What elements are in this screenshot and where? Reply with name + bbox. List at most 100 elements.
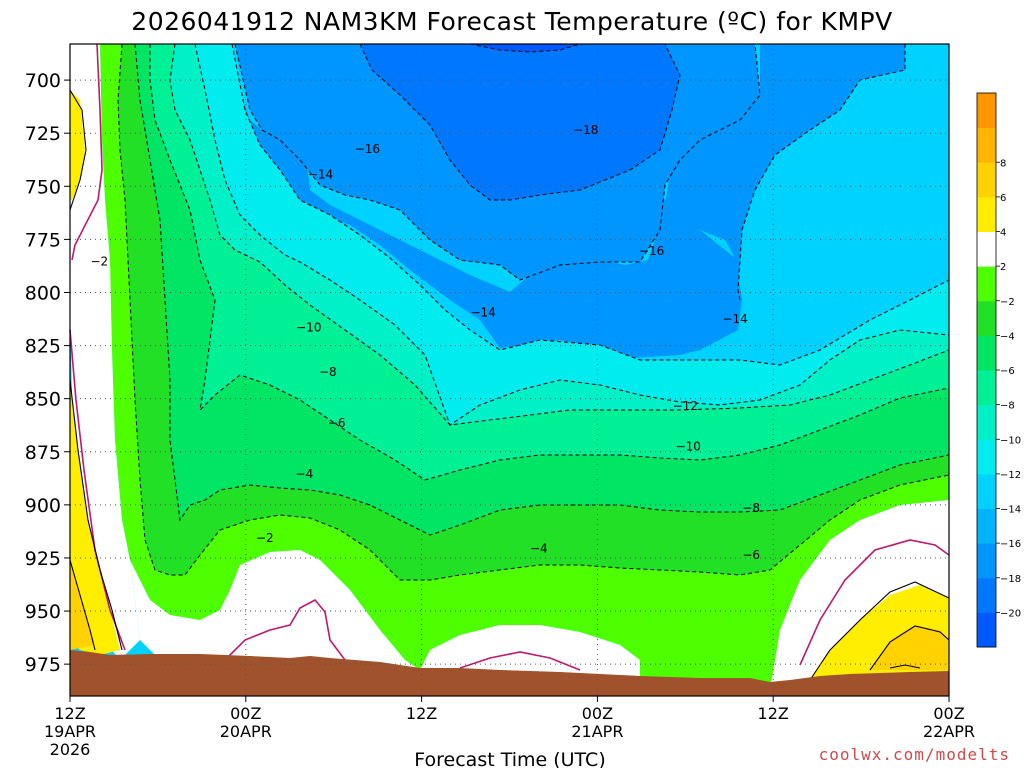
warm-contour-right2	[869, 625, 950, 671]
y-tick-label: 975	[25, 654, 61, 676]
colorbar-segment	[977, 370, 996, 406]
colorbar-segment	[977, 508, 996, 544]
y-tick-label: 750	[25, 176, 61, 198]
contour-label: −10	[296, 321, 321, 335]
contour-minus2	[117, 43, 950, 581]
contour-label: −10	[676, 440, 701, 454]
contour-label: −4	[530, 541, 548, 555]
band-minus18	[360, 44, 680, 200]
y-tick-label: 700	[25, 70, 61, 92]
plot-area: −2 −2 −4 −4 −6 −6 −8 −8 −10 −10 −12 −14 −14 −14 −16 −16…	[69, 43, 950, 697]
band-zero-middle	[130, 550, 420, 670]
freezing-line-left	[71, 43, 103, 261]
colorbar-segment	[977, 300, 996, 336]
colorbar-label: −14	[1000, 505, 1021, 516]
colorbar-label: 8	[1000, 158, 1006, 169]
y-tick-label: 775	[25, 229, 61, 251]
band-minus14-right	[665, 44, 905, 300]
x-tick-date: 20APR	[220, 722, 272, 741]
contour-minus14-right	[737, 44, 906, 301]
colorbar-label: 6	[1000, 193, 1006, 204]
y-tick-label: 925	[25, 548, 61, 570]
terrain	[70, 650, 949, 696]
y-axis: 700 725 750 775 800 825 850 875 900 925 950 975	[25, 70, 70, 676]
colorbar-segment	[977, 196, 996, 232]
colorbar-label: −10	[1000, 435, 1021, 446]
colorbar-segment	[977, 162, 996, 198]
colorbar-segment	[977, 127, 996, 163]
warm-contour-right	[809, 581, 950, 681]
colorbar-segment	[977, 473, 996, 509]
band-minus4	[100, 44, 949, 580]
chart-title: 2026041912 NAM3KM Forecast Temperature (…	[131, 7, 892, 36]
freezing-lines	[69, 43, 950, 671]
colorbar-segment	[977, 577, 996, 613]
x-tick-date: 21APR	[571, 722, 623, 741]
colorbar-segment	[977, 335, 996, 371]
freezing-line-mid	[224, 598, 346, 661]
x-tick-date: 22APR	[923, 722, 975, 741]
band-minus12	[70, 44, 949, 425]
contour-minus8	[169, 43, 950, 426]
contour-label: −16	[355, 142, 380, 156]
band-minus16	[225, 44, 742, 358]
band-minus6	[70, 44, 949, 535]
contour-label: −14	[470, 306, 495, 320]
band-zero-left	[70, 44, 140, 660]
x-tick-label: 12Z	[54, 704, 85, 723]
warm-contour-left	[69, 89, 87, 211]
colorbar-segment	[977, 266, 996, 302]
colorbar: −20 −18 −16 −14 −12 −10 −8 −6 −4 −2 2 4 6 8	[976, 92, 1021, 648]
x-axis-title: Forecast Time (UTC)	[414, 749, 605, 768]
y-tick-label: 875	[25, 442, 61, 464]
band-minus8	[70, 44, 949, 480]
colorbar-label: −4	[1000, 331, 1015, 342]
colorbar-segment	[977, 404, 996, 440]
temperature-fill-layers	[70, 44, 949, 690]
contour-label: −8	[742, 501, 760, 515]
contour-label: −18	[573, 123, 598, 137]
contour-label: −4	[296, 467, 314, 481]
colorbar-label: −18	[1000, 574, 1021, 585]
warm-contour-left2	[69, 379, 123, 651]
contour-label: −2	[256, 531, 274, 545]
y-tick-label: 950	[25, 601, 61, 623]
contour-label: −14	[722, 312, 747, 326]
y-tick-label: 900	[25, 495, 61, 517]
band-warm-right-orange	[870, 625, 949, 670]
contour-minus14	[234, 43, 761, 281]
band-minus2	[100, 44, 949, 690]
colorbar-segment	[977, 612, 996, 648]
colorbar-label: −8	[1000, 401, 1015, 412]
colorbar-segment	[977, 543, 996, 579]
credit-text[interactable]: coolwx.com/modelts	[819, 745, 1010, 764]
colorbar-label: −6	[1000, 366, 1015, 377]
colorbar-label: 2	[1000, 262, 1006, 273]
warm-contours	[69, 89, 950, 681]
y-tick-label: 850	[25, 389, 61, 411]
contour-label: −16	[639, 244, 664, 258]
colorbar-segment	[977, 231, 996, 267]
contour-minus10	[194, 43, 950, 426]
x-tick-year: 2026	[50, 740, 91, 759]
colorbar-segment	[977, 439, 996, 475]
freezing-line-center	[459, 651, 581, 671]
colorbar-label: −12	[1000, 470, 1021, 481]
warm-contour-right3	[889, 664, 921, 669]
y-tick-label: 825	[25, 336, 61, 358]
x-tick-label: 12Z	[758, 704, 789, 723]
contour-label: −8	[319, 365, 337, 379]
x-tick-label: 00Z	[933, 704, 964, 723]
colorbar-label: −2	[1000, 297, 1015, 308]
cold-contours	[117, 43, 950, 581]
contour-minus6	[149, 44, 950, 481]
y-tick-label: 800	[25, 282, 61, 304]
x-tick-label: 00Z	[582, 704, 613, 723]
x-tick-date: 19APR	[44, 722, 96, 741]
band-warm-left-low	[70, 380, 120, 655]
contour-label: −12	[673, 399, 698, 413]
freezing-line-right	[799, 539, 950, 666]
contour-minus16	[359, 43, 681, 201]
contour-minus12	[231, 43, 950, 366]
